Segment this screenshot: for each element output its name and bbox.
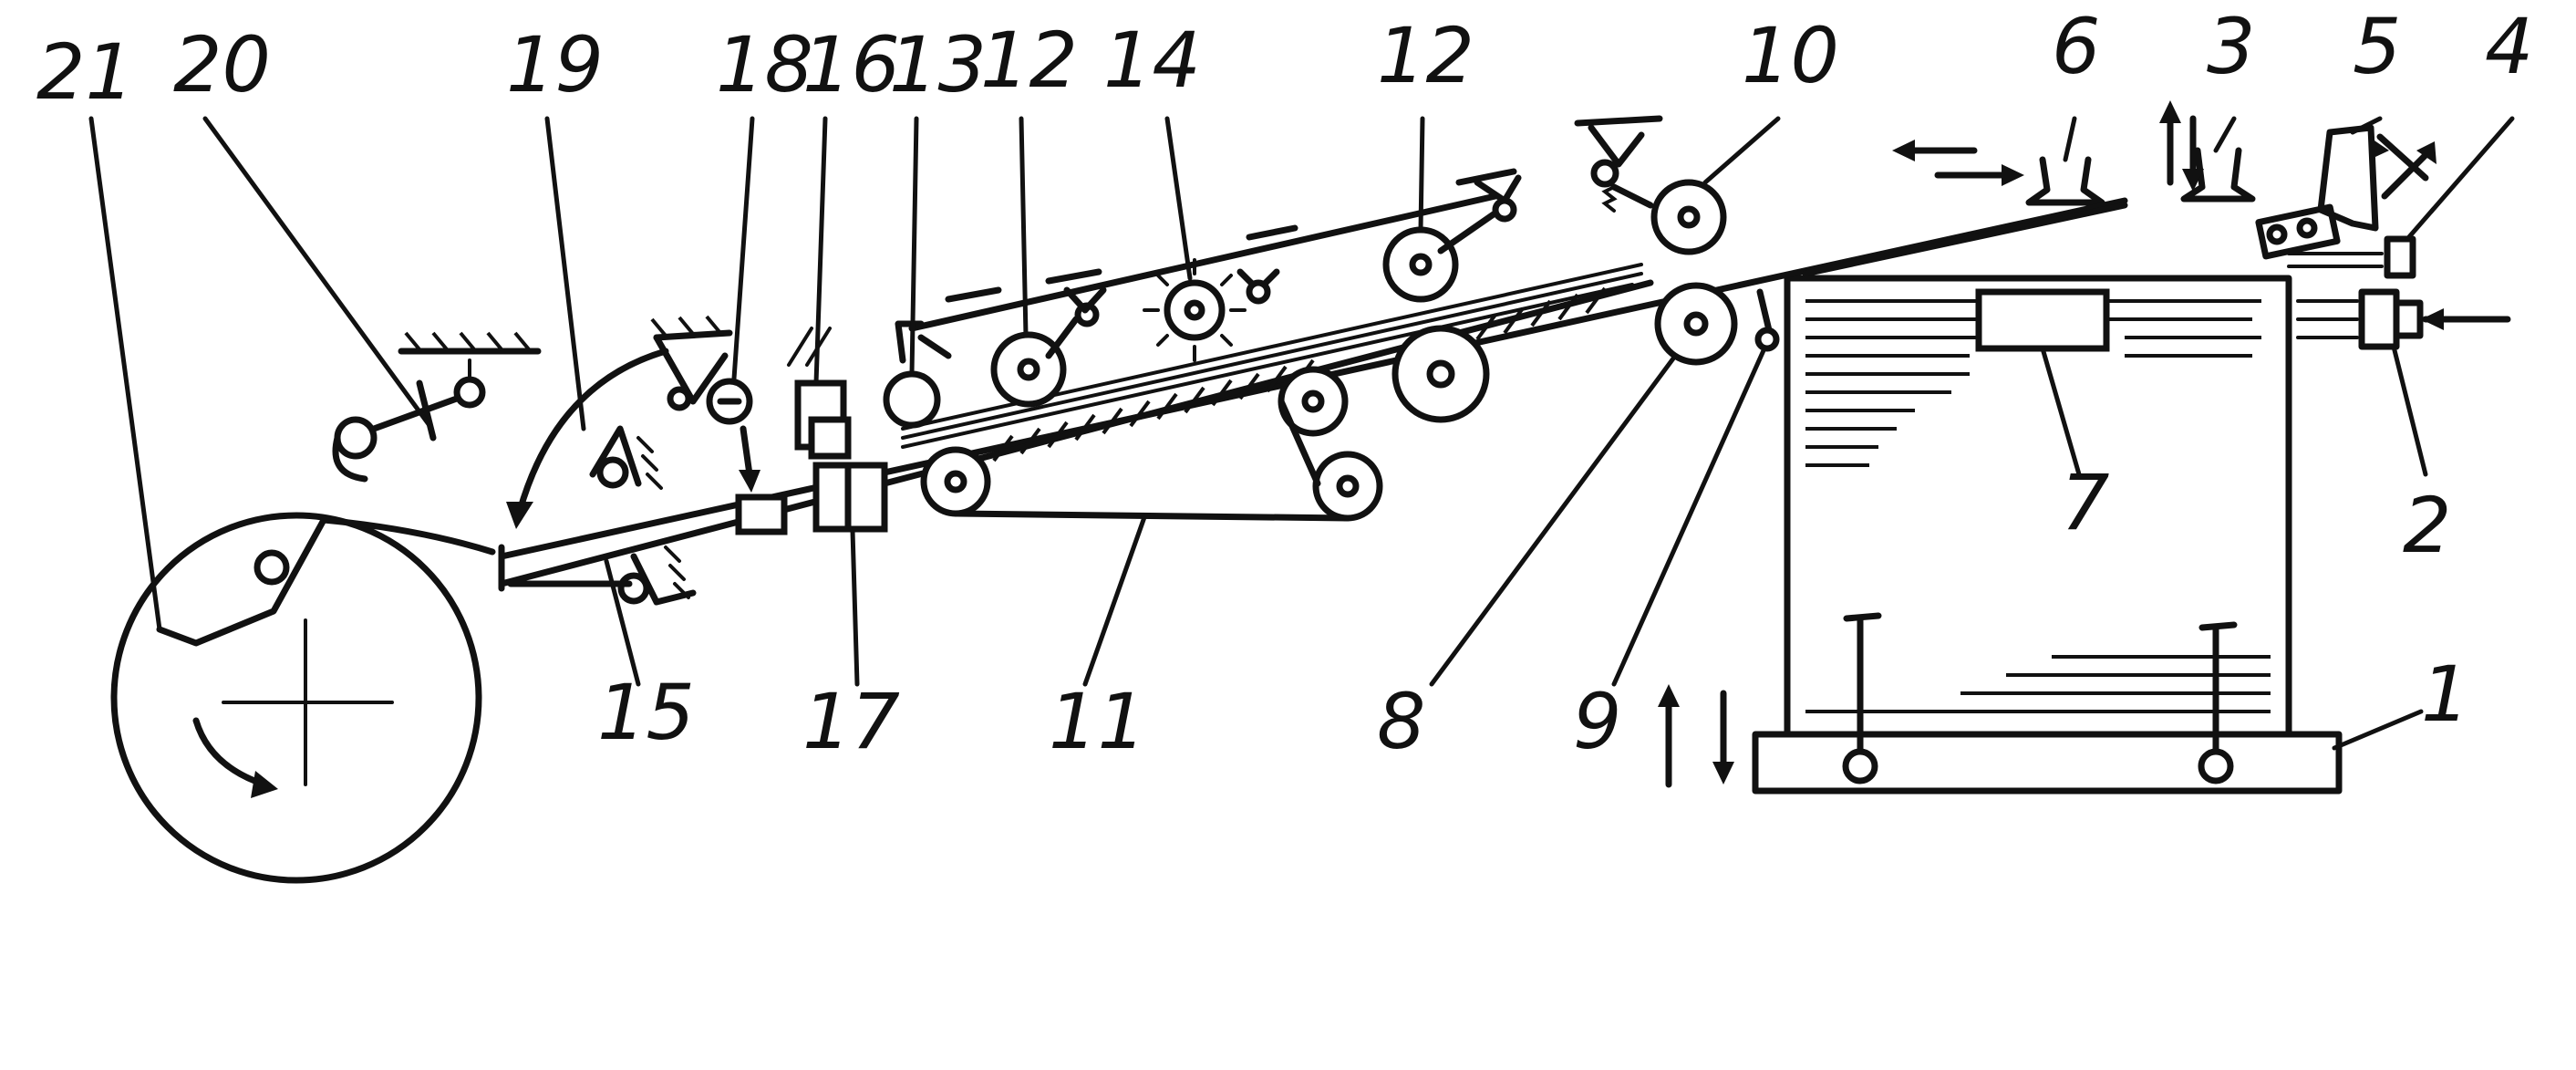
leader-lines <box>88 116 2515 751</box>
label-14: 14 <box>1103 16 1201 105</box>
label-7: 7 <box>2061 458 2109 547</box>
separator-unit <box>2287 235 2416 279</box>
label-9: 9 <box>1573 677 1621 766</box>
suction-head-3 <box>2159 100 2256 203</box>
lift-updown-arrows <box>1658 684 1734 788</box>
label-2: 2 <box>2403 481 2451 570</box>
label-15: 15 <box>597 668 695 757</box>
label-18: 18 <box>716 20 813 109</box>
label-6: 6 <box>2052 2 2100 91</box>
tape-roller-12-left <box>990 286 1107 408</box>
labels: 21 20 19 18 16 13 12 14 12 10 6 3 5 4 2 … <box>36 2 2533 766</box>
forwarding-sucker-6 <box>1892 140 2105 206</box>
label-21: 21 <box>36 27 134 117</box>
label-8: 8 <box>1377 677 1425 766</box>
front-lay-17 <box>812 462 888 533</box>
feed-roller-8 <box>1654 282 1780 366</box>
label-1: 1 <box>2421 649 2469 739</box>
label-17: 17 <box>802 677 900 766</box>
star-wheel-14 <box>1143 258 1280 362</box>
tape-roller-12-right <box>1382 174 1522 303</box>
label-11: 11 <box>1049 677 1146 766</box>
label-12-right: 12 <box>1377 11 1474 100</box>
gripper-15-upper <box>589 425 663 490</box>
belt-conveyor-11 <box>920 325 1490 522</box>
label-20: 20 <box>173 20 271 109</box>
label-12-left: 12 <box>980 16 1078 105</box>
label-13: 13 <box>889 20 987 109</box>
label-4: 4 <box>2485 2 2533 91</box>
pile-weight-block <box>1975 288 2110 352</box>
impression-cylinder-21 <box>110 512 496 884</box>
suction-head-5 <box>2255 124 2436 260</box>
label-16: 16 <box>802 20 900 109</box>
roller-13 <box>883 320 952 429</box>
label-5: 5 <box>2353 2 2401 91</box>
blower-nozzle <box>2296 288 2511 350</box>
transfer-gripper-20 <box>332 331 542 483</box>
sensor-18 <box>706 378 788 535</box>
upper-roller-10 <box>1574 115 1727 255</box>
gripper-15-lower <box>507 545 697 606</box>
label-19: 19 <box>506 20 604 109</box>
sheet-guide-19 <box>506 315 733 529</box>
lifting-table <box>1752 612 2343 795</box>
label-10: 10 <box>1742 11 1839 100</box>
label-3: 3 <box>2207 2 2255 91</box>
side-lay-16 <box>787 327 852 460</box>
paper-stack-hatching <box>1805 299 2271 713</box>
